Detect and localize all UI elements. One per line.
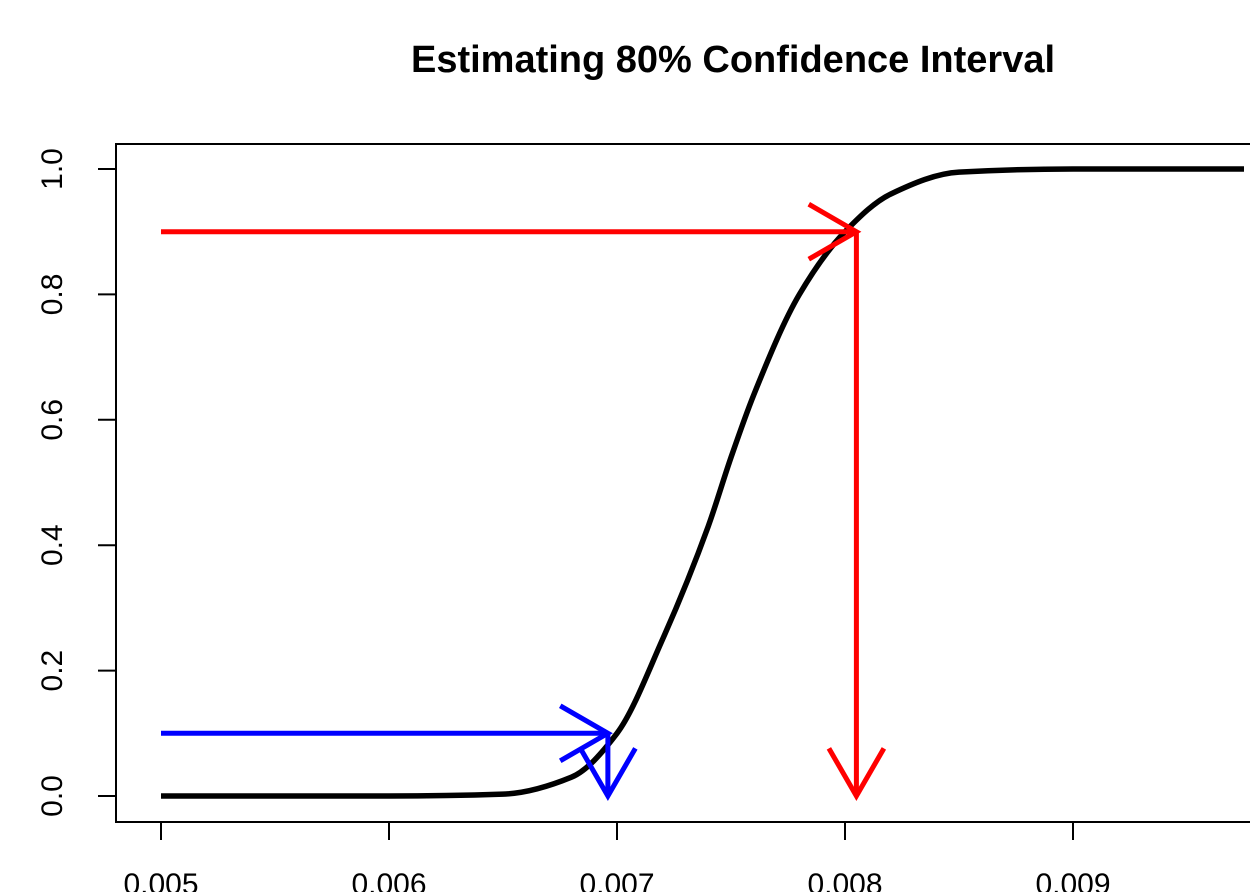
y-tick-label: 0.4	[36, 524, 69, 566]
x-tick-label: 0.006	[351, 868, 426, 892]
y-tick-label: 0.0	[36, 775, 69, 817]
y-tick-label: 0.8	[36, 274, 69, 316]
y-tick-label: 1.0	[36, 148, 69, 190]
x-tick-label: 0.009	[1035, 868, 1110, 892]
x-tick-label: 0.007	[579, 868, 654, 892]
y-tick-label: 0.2	[36, 650, 69, 692]
chart-title: Estimating 80% Confidence Interval	[411, 39, 1055, 81]
y-tick-label: 0.6	[36, 399, 69, 441]
arrow-head	[578, 747, 638, 801]
x-tick-label: 0.008	[807, 868, 882, 892]
plot-area: 0.005 0.006 0.007 0.008 0.009 0.0 0.2 0.4 0.6 0.8…	[36, 143, 1250, 892]
plot-border	[115, 143, 1250, 823]
x-tick-label: 0.005	[123, 868, 198, 892]
cdf-curve	[161, 166, 1244, 799]
arrow-head	[826, 747, 887, 801]
